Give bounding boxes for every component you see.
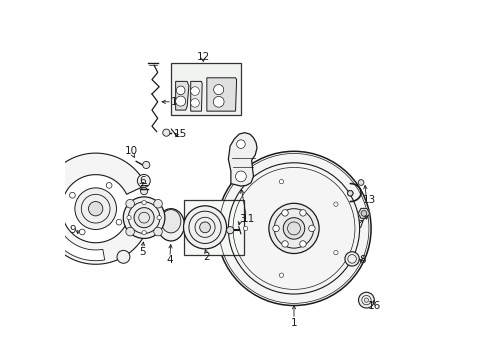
Circle shape	[125, 227, 134, 236]
Text: 3: 3	[239, 214, 245, 224]
Circle shape	[153, 227, 162, 236]
Text: 11: 11	[241, 215, 254, 224]
Circle shape	[358, 292, 373, 308]
Text: 13: 13	[362, 195, 375, 205]
Polygon shape	[228, 133, 257, 186]
Circle shape	[299, 210, 305, 216]
Text: 2: 2	[203, 252, 209, 262]
Circle shape	[281, 241, 287, 247]
Circle shape	[272, 225, 279, 231]
Circle shape	[308, 225, 314, 231]
Circle shape	[360, 211, 366, 216]
Circle shape	[123, 197, 164, 238]
Circle shape	[344, 252, 359, 266]
Circle shape	[364, 298, 368, 302]
Circle shape	[217, 151, 370, 306]
Polygon shape	[346, 191, 352, 196]
Circle shape	[153, 199, 162, 208]
Circle shape	[283, 218, 304, 239]
Circle shape	[333, 202, 337, 206]
Bar	[183, 200, 244, 255]
Ellipse shape	[157, 209, 184, 241]
Text: 4: 4	[166, 255, 173, 265]
Polygon shape	[206, 78, 236, 111]
Text: 5: 5	[139, 247, 145, 257]
Circle shape	[140, 188, 147, 195]
Circle shape	[125, 199, 134, 208]
Bar	[171, 63, 241, 116]
Text: 7: 7	[356, 220, 363, 230]
Circle shape	[142, 201, 146, 205]
Circle shape	[142, 230, 146, 235]
Circle shape	[346, 190, 352, 196]
Polygon shape	[190, 81, 202, 111]
Circle shape	[157, 216, 161, 220]
Circle shape	[190, 99, 199, 107]
Polygon shape	[40, 153, 147, 264]
Circle shape	[106, 183, 112, 188]
Circle shape	[79, 229, 85, 235]
Text: 10: 10	[125, 146, 138, 156]
Circle shape	[116, 219, 122, 225]
Circle shape	[176, 86, 184, 95]
Circle shape	[236, 140, 244, 148]
Circle shape	[213, 85, 223, 95]
Polygon shape	[357, 208, 369, 218]
Text: 16: 16	[367, 301, 380, 311]
Circle shape	[357, 180, 363, 185]
Circle shape	[117, 250, 130, 263]
Text: 8: 8	[358, 255, 365, 265]
Text: 1: 1	[290, 318, 297, 328]
Text: 6: 6	[139, 176, 145, 186]
Text: 9: 9	[70, 225, 76, 235]
Circle shape	[235, 171, 246, 182]
Polygon shape	[175, 81, 188, 110]
Circle shape	[199, 222, 210, 233]
Circle shape	[268, 203, 319, 253]
Circle shape	[163, 129, 169, 136]
Circle shape	[190, 87, 199, 95]
Circle shape	[126, 216, 131, 220]
Text: 12: 12	[196, 52, 209, 62]
Circle shape	[281, 210, 287, 216]
Circle shape	[279, 180, 283, 184]
Circle shape	[88, 202, 102, 216]
Circle shape	[213, 96, 224, 107]
Circle shape	[299, 241, 305, 247]
Circle shape	[134, 208, 154, 228]
Circle shape	[183, 206, 226, 249]
Circle shape	[333, 251, 337, 255]
Circle shape	[279, 273, 283, 277]
Polygon shape	[47, 223, 104, 261]
Circle shape	[142, 161, 149, 168]
Ellipse shape	[161, 210, 181, 233]
Circle shape	[69, 192, 75, 198]
Circle shape	[175, 96, 185, 106]
Circle shape	[75, 188, 116, 229]
Text: 15: 15	[174, 129, 187, 139]
Circle shape	[226, 226, 233, 234]
Text: 14: 14	[170, 97, 183, 107]
Circle shape	[137, 175, 150, 187]
Circle shape	[243, 226, 247, 230]
